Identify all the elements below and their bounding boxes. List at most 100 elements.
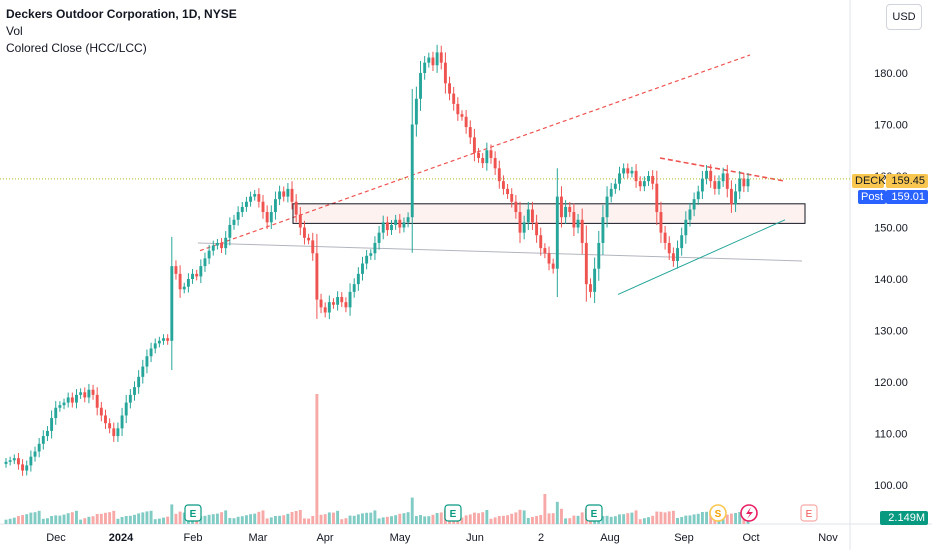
volume-bar [137,513,141,524]
volume-bar [713,518,717,524]
volume-bar [472,512,476,524]
earnings-marker [585,504,603,522]
candle-body [618,173,621,184]
candle-body [178,273,182,290]
candle-body [58,405,62,408]
price-tick-label: 120.00 [874,377,908,389]
candle-body [87,389,91,398]
candle-body [443,62,447,84]
upcoming-earnings-label: E [806,509,813,520]
candle-body [390,224,393,231]
candle-body [356,273,360,285]
volume-bar [104,512,107,524]
currency-button[interactable]: USD [886,4,922,30]
volume-bar [721,516,725,524]
candle-body [597,242,601,269]
volume-bar [203,515,207,524]
volume-bar [361,513,364,524]
candle-body [195,273,199,277]
candle-body [232,219,236,225]
support-line [197,242,803,262]
trend-drawings [0,54,850,295]
price-axis[interactable]: 100.00110.00120.00130.00140.00150.00160.… [874,68,908,492]
volume-bar [464,515,468,524]
candle-body [456,103,460,115]
volume-bar [273,516,277,524]
volume-bar [638,519,642,524]
volume-bar [729,513,733,524]
candle-body [551,263,555,269]
volume-bar [468,514,472,524]
volume-bar [95,514,99,524]
volume-bar [352,515,356,524]
candle-body [79,392,83,395]
candle-body [535,222,539,236]
candle-body [348,291,352,308]
earnings-marker [444,504,462,522]
volume-bar [680,517,684,524]
volume-bar [684,515,688,524]
candle-body [651,176,655,184]
volume-bar [286,513,290,524]
volume-bar [58,515,62,524]
volume-bar [667,511,671,524]
candle-body [273,199,277,213]
symbol-title[interactable]: Deckers Outdoor Corporation, 1D, NYSE [6,7,237,21]
volume-bar [224,510,228,524]
volume-bar [692,514,696,524]
candle-body [394,219,398,225]
resistance-trendline [199,54,751,252]
candle-body [265,212,269,223]
volume-bar [406,512,410,524]
candle-body [153,343,157,349]
candle-body [626,168,630,174]
volume-bar [676,518,679,524]
volume-bar [236,516,240,524]
candle-body [99,407,103,416]
volume-bar [427,516,431,524]
volume-bar [671,510,675,524]
volume-bar [145,511,149,524]
volume-bar [319,514,323,524]
volume-bar [16,516,20,524]
candle-body [725,173,729,189]
volume-bar [37,510,41,524]
volume-bar [253,513,257,524]
candle-body [344,302,348,308]
volume-bar [327,512,331,524]
candle-body [572,212,576,228]
candle-body [46,430,49,437]
candle-body [340,297,344,303]
volume-legend[interactable]: Vol [6,24,23,38]
time-axis[interactable]: Dec 2024 Feb Mar Apr May Jun 2 Aug Sep Oct Nov [46,532,838,544]
candle-body [663,232,667,243]
volume-bar [240,516,244,524]
candle-body [327,302,331,313]
candle-body [489,150,493,158]
candle-body [477,152,481,158]
volume-bar [8,518,12,524]
candle-body [70,397,74,403]
candle-body [601,217,605,243]
volume-bar [410,497,414,524]
candle-body [530,209,534,223]
volume-bar [257,511,261,524]
candle-body [398,219,402,228]
candle-body [157,340,161,344]
volume-bar [170,504,174,524]
volume-bar [365,512,369,524]
time-tick-label: May [390,532,411,544]
indicator-legend[interactable]: Colored Close (HCC/LCC) [6,41,147,55]
candle-body [493,157,497,169]
volume-bar [576,515,580,524]
candle-body [116,428,120,437]
candle-body [717,181,721,189]
price-tick-label: 110.00 [875,429,908,441]
volume-bar [290,512,294,524]
volume-bar [398,513,402,524]
volume-bar [21,515,25,524]
candle-body [137,376,141,388]
event-markers[interactable]: E E E ES [184,504,818,522]
candle-body [506,188,510,195]
